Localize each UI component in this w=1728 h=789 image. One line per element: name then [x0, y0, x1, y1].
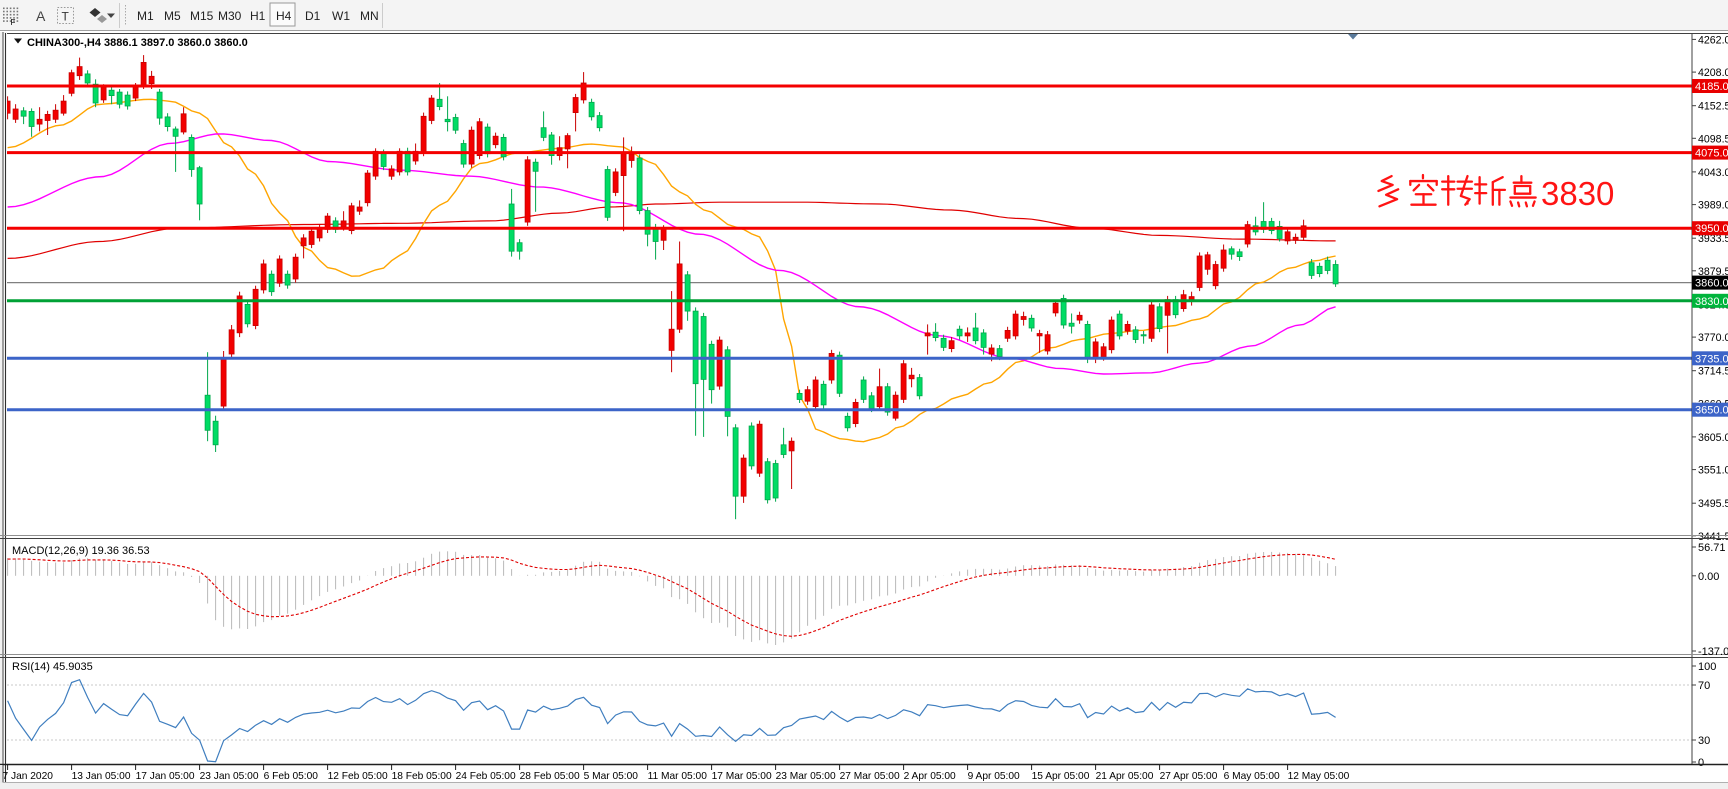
svg-text:3879.5: 3879.5 [1698, 266, 1728, 278]
svg-text:15 Apr 05:00: 15 Apr 05:00 [1032, 771, 1090, 782]
svg-text:0.00: 0.00 [1698, 571, 1719, 583]
svg-text:M1: M1 [137, 9, 154, 23]
svg-text:-137.01: -137.01 [1698, 646, 1728, 658]
svg-text:24 Feb 05:00: 24 Feb 05:00 [456, 771, 516, 782]
svg-text:6 May 05:00: 6 May 05:00 [1224, 771, 1280, 782]
svg-text:3714.5: 3714.5 [1698, 366, 1728, 378]
svg-text:4152.5: 4152.5 [1698, 101, 1728, 113]
svg-text:CHINA300-,H4 3886.1 3897.0 38: CHINA300-,H4 3886.1 3897.0 3860.0 3860.0 [27, 37, 248, 49]
svg-text:M5: M5 [164, 9, 181, 23]
svg-text:4043.0: 4043.0 [1698, 167, 1728, 179]
svg-text:3551.0: 3551.0 [1698, 465, 1728, 477]
svg-text:13 Jan 05:00: 13 Jan 05:00 [72, 771, 131, 782]
svg-text:5 Mar 05:00: 5 Mar 05:00 [584, 771, 639, 782]
svg-text:3605.0: 3605.0 [1698, 432, 1728, 444]
svg-text:3735.0: 3735.0 [1695, 353, 1728, 365]
svg-text:56.71: 56.71 [1698, 542, 1726, 554]
svg-text:3650.0: 3650.0 [1695, 405, 1728, 417]
svg-text:MACD(12,26,9) 19.36 36.53: MACD(12,26,9) 19.36 36.53 [12, 545, 150, 557]
svg-text:12 May 05:00: 12 May 05:00 [1288, 771, 1350, 782]
svg-text:4185.0: 4185.0 [1695, 81, 1728, 93]
svg-text:H1: H1 [250, 9, 266, 23]
svg-text:2 Apr 05:00: 2 Apr 05:00 [904, 771, 956, 782]
svg-text:A: A [36, 8, 46, 24]
svg-text:100: 100 [1698, 661, 1716, 673]
svg-text:17 Jan 05:00: 17 Jan 05:00 [136, 771, 195, 782]
svg-text:23 Jan 05:00: 23 Jan 05:00 [200, 771, 259, 782]
svg-text:3770.0: 3770.0 [1698, 332, 1728, 344]
svg-text:28 Feb 05:00: 28 Feb 05:00 [520, 771, 580, 782]
svg-text:21 Apr 05:00: 21 Apr 05:00 [1096, 771, 1154, 782]
svg-text:RSI(14) 45.9035: RSI(14) 45.9035 [12, 661, 93, 673]
svg-text:F: F [11, 18, 16, 27]
svg-text:30: 30 [1698, 735, 1710, 747]
svg-text:11 Mar 05:00: 11 Mar 05:00 [648, 771, 708, 782]
svg-text:MN: MN [360, 9, 379, 23]
svg-text:0: 0 [1698, 757, 1704, 769]
svg-text:70: 70 [1698, 680, 1710, 692]
svg-text:18 Feb 05:00: 18 Feb 05:00 [392, 771, 452, 782]
svg-text:3830: 3830 [1541, 175, 1614, 212]
svg-text:H4: H4 [276, 9, 292, 23]
svg-text:4208.0: 4208.0 [1698, 67, 1728, 79]
svg-text:3950.0: 3950.0 [1695, 223, 1728, 235]
svg-text:6 Feb 05:00: 6 Feb 05:00 [264, 771, 319, 782]
svg-text:3989.0: 3989.0 [1698, 200, 1728, 212]
svg-text:9 Apr 05:00: 9 Apr 05:00 [968, 771, 1020, 782]
svg-text:M15: M15 [190, 9, 214, 23]
svg-text:17 Mar 05:00: 17 Mar 05:00 [712, 771, 772, 782]
svg-text:23 Mar 05:00: 23 Mar 05:00 [776, 771, 836, 782]
svg-text:M30: M30 [218, 9, 242, 23]
svg-text:3441.5: 3441.5 [1698, 531, 1728, 543]
svg-text:3860.0: 3860.0 [1695, 278, 1728, 290]
svg-text:T: T [62, 10, 70, 24]
svg-text:4262.0: 4262.0 [1698, 34, 1728, 46]
svg-text:W1: W1 [332, 9, 350, 23]
svg-text:D1: D1 [305, 9, 321, 23]
svg-text:4075.0: 4075.0 [1695, 148, 1728, 160]
svg-text:12 Feb 05:00: 12 Feb 05:00 [328, 771, 388, 782]
svg-text:27 Apr 05:00: 27 Apr 05:00 [1160, 771, 1218, 782]
svg-text:3933.5: 3933.5 [1698, 233, 1728, 245]
svg-text:7 Jan 2020: 7 Jan 2020 [3, 771, 54, 782]
svg-text:27 Mar 05:00: 27 Mar 05:00 [840, 771, 900, 782]
svg-text:4098.5: 4098.5 [1698, 133, 1728, 145]
svg-text:3495.5: 3495.5 [1698, 498, 1728, 510]
svg-text:3830.0: 3830.0 [1695, 296, 1728, 308]
